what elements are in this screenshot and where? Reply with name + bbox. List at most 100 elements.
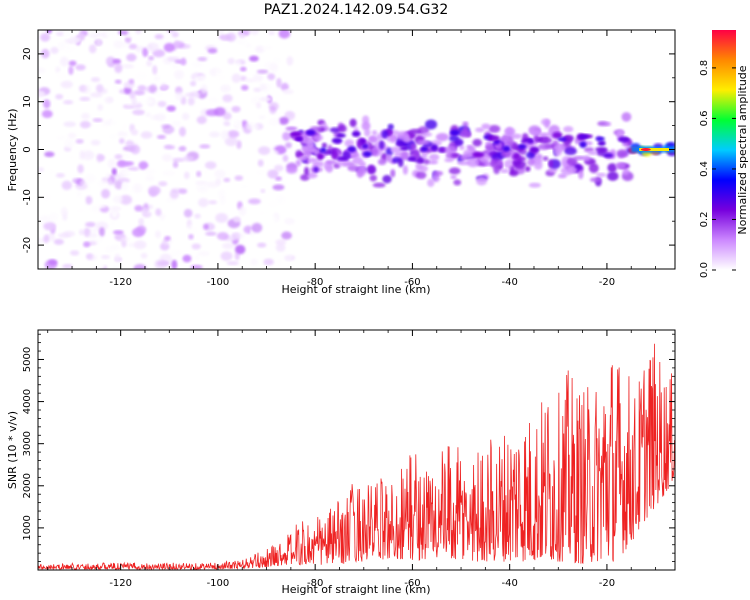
heatmap-cell: [55, 94, 64, 100]
heatmap-cell: [255, 170, 265, 176]
heatmap-cell: [616, 129, 625, 137]
heatmap-cell: [136, 225, 147, 235]
heatmap-cell: [50, 46, 59, 54]
heatmap-cell: [263, 258, 274, 266]
heatmap-cell: [313, 166, 319, 173]
heatmap-cell: [253, 93, 264, 98]
heatmap-cell: [68, 65, 74, 75]
heatmap-cell: [140, 99, 154, 105]
heatmap-cell: [412, 149, 420, 159]
heatmap-cell: [98, 227, 105, 237]
heatmap-cell: [285, 126, 298, 131]
heatmap-cell: [41, 109, 53, 119]
heatmap-cell: [481, 123, 491, 130]
heatmap-cell: [38, 167, 44, 172]
heatmap-cell: [64, 138, 75, 149]
heatmap-cell: [595, 146, 608, 152]
heatmap-cell: [268, 150, 279, 156]
heatmap-cell: [364, 128, 371, 137]
heatmap-cell: [278, 117, 289, 125]
heatmap-cell: [231, 52, 242, 59]
heatmap-cell: [385, 154, 393, 163]
snr-frame: [37, 329, 676, 571]
heatmap-cell: [276, 77, 282, 88]
heatmap-cell: [145, 112, 151, 118]
heatmap-cell: [96, 153, 103, 163]
heatmap-cell: [424, 119, 438, 130]
heatmap-cell: [127, 242, 137, 248]
x-tick-label: -100: [207, 578, 230, 589]
heatmap-cell: [231, 105, 241, 113]
heatmap-cell: [305, 129, 316, 136]
figure-title: PAZ1.2024.142.09.54.G32: [263, 2, 449, 18]
heatmap-cell: [282, 154, 289, 162]
heatmap-cell: [282, 131, 291, 141]
heatmap-cell: [525, 151, 535, 159]
heatmap-cell: [295, 159, 302, 167]
heatmap-cell: [428, 153, 440, 161]
snr-panel: -120 -100 -80 -60 -40 -20 1000 2000 3000 4000 500…: [6, 329, 676, 596]
heatmap-cell: [175, 91, 184, 101]
heatmap-cell: [387, 123, 394, 130]
heatmap-cell: [127, 186, 136, 193]
heatmap-cell: [55, 31, 65, 37]
heatmap-cell: [420, 146, 428, 152]
heatmap-cell: [75, 64, 86, 71]
heatmap-cell: [196, 170, 202, 177]
heatmap-cell: [82, 85, 91, 94]
heatmap-cell: [146, 60, 153, 67]
heatmap-cell: [95, 221, 109, 231]
heatmap-cell: [191, 243, 201, 250]
colorbar-ticks: 0.0 0.2 0.4 0.6 0.8: [699, 60, 736, 278]
heatmap-cell: [329, 127, 341, 133]
heatmap-cell: [126, 145, 137, 153]
heatmap-cell: [242, 165, 251, 174]
heatmap-cell: [207, 48, 218, 54]
heatmap-cell: [146, 42, 160, 52]
heatmap-cell: [256, 69, 269, 74]
heatmap-cell: [100, 88, 108, 94]
heatmap-cell: [145, 175, 155, 182]
heatmap-cell: [435, 133, 449, 142]
heatmap-cell: [76, 191, 82, 197]
heatmap-cell: [141, 206, 149, 215]
heatmap-cell: [517, 144, 527, 149]
heatmap-cell: [178, 188, 188, 194]
heatmap-cell: [38, 185, 49, 191]
heatmap-cell: [43, 99, 51, 109]
heatmap-cell: [336, 156, 348, 161]
heatmap-cell: [351, 152, 360, 159]
heatmap-cell: [564, 147, 577, 156]
heatmap-cell: [239, 66, 247, 72]
y-tick-label: 2000: [22, 473, 33, 498]
heatmap-cell: [121, 64, 135, 69]
heatmap-cell: [162, 170, 176, 177]
heatmap-cell: [220, 130, 230, 140]
heatmap-cell: [55, 71, 68, 80]
heatmap-cell: [111, 120, 117, 129]
heatmap-cell: [472, 138, 483, 147]
heatmap-cell: [44, 151, 55, 158]
snr-series-line: [38, 343, 675, 570]
heatmap-cell: [344, 139, 355, 147]
heatmap-cell: [246, 123, 259, 131]
heatmap-cell: [397, 158, 404, 168]
heatmap-cell: [336, 133, 346, 138]
heatmap-cell: [114, 79, 122, 85]
heatmap-cell: [347, 164, 360, 172]
colorbar-tick-label: 0.8: [699, 60, 710, 76]
heatmap-cell: [215, 72, 227, 81]
heatmap-cell: [196, 116, 207, 125]
heatmap-cell: [250, 30, 260, 36]
heatmap-cell: [172, 120, 181, 127]
heatmap-cell: [533, 161, 543, 170]
snr-x-ticks: -120 -100 -80 -60 -40 -20: [47, 330, 656, 589]
heatmap-cell: [87, 30, 99, 36]
heatmap-cell: [542, 137, 553, 144]
heatmap-cell: [557, 137, 567, 142]
heatmap-cell: [132, 109, 145, 116]
heatmap-cell: [90, 92, 103, 98]
x-tick-label: -40: [501, 277, 517, 288]
heatmap-cell: [197, 57, 208, 62]
heatmap-cell: [202, 169, 209, 175]
